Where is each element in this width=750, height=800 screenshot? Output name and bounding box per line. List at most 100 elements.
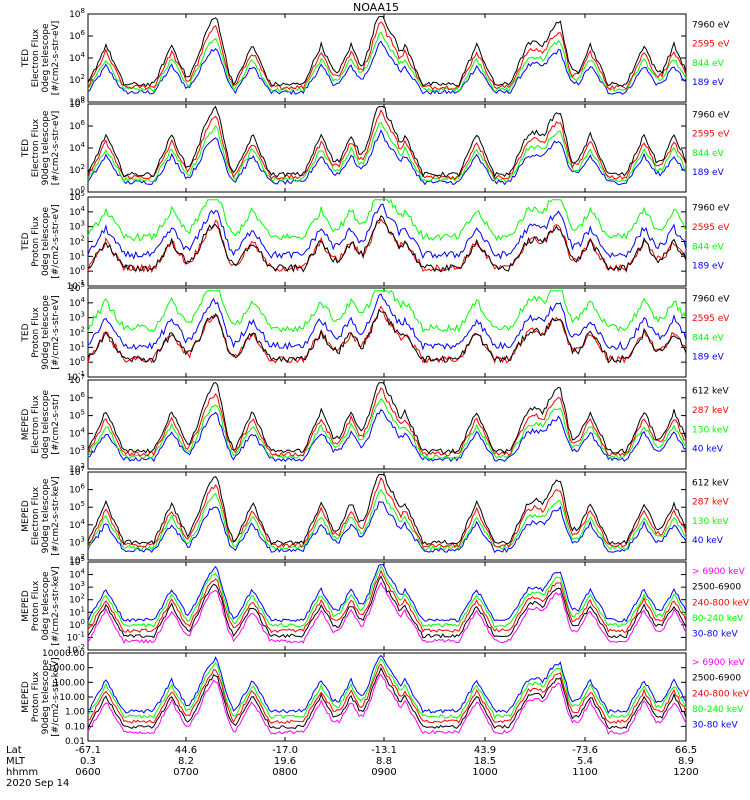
legend-entry: 189 eV <box>692 262 725 272</box>
y-axis-label-line: 0deg telescope <box>41 390 51 460</box>
y-axis-label-line: MEPED <box>21 500 31 532</box>
x-tick-label-mlt: 8.2 <box>178 756 194 767</box>
x-row-label-mlt: MLT <box>6 756 26 767</box>
series-line <box>87 105 687 178</box>
legend-entry: 844 eV <box>692 333 725 343</box>
legend-entry: 844 eV <box>692 149 725 159</box>
series-line <box>87 203 687 260</box>
y-tick-label: 104 <box>69 296 85 309</box>
panel-frame <box>87 561 687 651</box>
y-axis-label-line: 0deg telescope <box>41 571 51 641</box>
series-line <box>87 16 687 88</box>
y-axis-label-line: [#/cm2-s-str] <box>51 394 61 454</box>
y-tick-label: 103 <box>69 444 85 457</box>
y-axis-label-line: [#/cm2-s-str-eV] <box>51 204 61 279</box>
x-tick-label-hhmm: 0700 <box>173 767 198 778</box>
legend-entry: 7960 eV <box>692 21 730 31</box>
series-line <box>87 657 687 720</box>
y-tick-label: 106 <box>69 391 85 404</box>
series-line <box>87 387 687 457</box>
y-axis-label-line: Proton Flux <box>31 580 41 631</box>
y-axis-label-line: TED <box>21 49 31 68</box>
x-tick-label-mlt: 0.3 <box>80 756 96 767</box>
x-tick-label-lat: -73.6 <box>572 745 598 756</box>
y-tick-label: 102 <box>69 326 85 339</box>
legend-entry: 189 eV <box>692 353 725 363</box>
y-axis-label-line: 90deg telescope <box>41 295 51 370</box>
y-axis-label-line: MEPED <box>21 681 31 713</box>
legend-entry: 30-80 keV <box>692 630 738 640</box>
x-tick-label-hhmm: 0800 <box>272 767 297 778</box>
y-axis-label: MEPED Proton Flux 0deg telescope [#/cm2-s-s… <box>21 566 61 645</box>
x-tick-label-hhmm: 1200 <box>673 767 698 778</box>
y-axis-label-line: Electron Flux <box>31 395 41 454</box>
series-line <box>87 293 687 351</box>
x-tick-label-hhmm: 1100 <box>572 767 597 778</box>
series-line <box>87 673 687 735</box>
y-tick-label: 100.00 <box>54 678 86 688</box>
legend-entry: 2500-6900 <box>692 583 741 593</box>
y-axis-label-line: Proton Flux <box>31 307 41 358</box>
series-line <box>87 121 687 184</box>
legend-entry: 2595 eV <box>692 130 730 140</box>
series-line <box>87 40 687 96</box>
y-tick-label: 1.00 <box>65 708 85 718</box>
x-tick-label-mlt: 18.5 <box>474 756 496 767</box>
series-line <box>87 382 687 455</box>
series-line <box>87 198 687 242</box>
y-axis-label-line: Electron Flux <box>31 486 41 545</box>
panel-frame <box>87 471 687 561</box>
panel-frame <box>87 196 687 287</box>
x-tick-label-mlt: 8.8 <box>376 756 392 767</box>
y-tick-label: 102 <box>69 235 85 248</box>
date-label: 2020 Sep 14 <box>6 778 69 789</box>
y-axis-label-line: Electron Flux <box>31 118 41 177</box>
y-axis-label-line: [#/cm2-s-str-eV] <box>51 111 61 186</box>
x-row-label-hhmm: hhmm <box>6 767 38 778</box>
y-tick-label: 105 <box>69 409 85 422</box>
legend-entry: 80-240 keV <box>692 705 744 715</box>
plot-title: NOAA15 <box>353 1 399 14</box>
y-tick-label: 102 <box>69 593 85 606</box>
y-tick-label: 104 <box>69 205 85 218</box>
y-axis-label-line: TED <box>21 232 31 251</box>
legend-entry: 612 keV <box>692 387 729 397</box>
series-line <box>87 564 687 623</box>
y-tick-label: 10000.00 <box>42 649 85 659</box>
series-line <box>87 654 687 714</box>
legend-entry: 7960 eV <box>692 295 730 305</box>
y-axis-label-line: 90deg telescope <box>41 659 51 734</box>
y-axis-label: MEPED Electron Flux 0deg telescope [#/cm2-s… <box>21 390 61 460</box>
panel-8: 0.010.101.0010.00100.001000.0010000.00ME… <box>21 649 750 747</box>
series-line <box>87 476 687 548</box>
y-axis-label-line: TED <box>21 323 31 342</box>
y-tick-label: 101 <box>69 340 85 353</box>
y-tick-label: 103 <box>69 220 85 233</box>
y-tick-label: 10.00 <box>59 693 85 703</box>
y-axis-label-line: Proton Flux <box>31 671 41 722</box>
legend-entry: 2595 eV <box>692 314 730 324</box>
series-line <box>87 31 687 93</box>
y-tick-label: 100 <box>69 618 85 631</box>
x-tick-label-lat: -13.1 <box>371 745 397 756</box>
y-tick-label: 108 <box>69 7 85 20</box>
legend-entry: 2500-6900 <box>692 674 741 684</box>
y-tick-label: 102 <box>69 73 85 86</box>
y-tick-label: 106 <box>69 119 85 132</box>
y-axis-label-line: 90deg telescope <box>41 110 51 185</box>
panel-frame <box>87 379 687 470</box>
y-tick-label: 105 <box>69 500 85 513</box>
legend-entry: 40 keV <box>692 445 724 455</box>
series-line <box>87 565 687 629</box>
y-axis-label: TED Electron Flux 90deg telescope [#/cm2-s-… <box>21 110 61 185</box>
legend-entry: > 6900 keV <box>692 658 746 668</box>
legend-entry: 287 keV <box>692 498 729 508</box>
series-line <box>87 290 687 333</box>
y-tick-label: 104 <box>69 51 85 64</box>
legend-entry: 2595 eV <box>692 40 730 50</box>
